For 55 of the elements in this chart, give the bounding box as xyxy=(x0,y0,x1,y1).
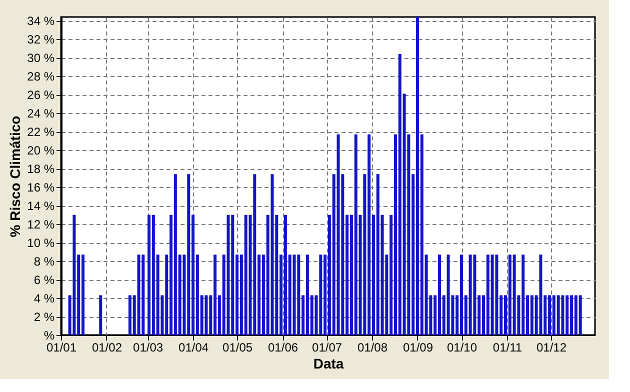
bar xyxy=(512,254,516,335)
y-tick-label: 14 % xyxy=(27,199,55,214)
y-tick-label: 26 % xyxy=(27,88,55,102)
bar xyxy=(72,214,76,335)
y-tick-label: 12 % xyxy=(27,218,55,232)
bar xyxy=(473,254,476,335)
bar xyxy=(561,295,564,335)
bar xyxy=(137,254,140,335)
bar xyxy=(99,295,102,335)
x-tick-label: 01/07 xyxy=(312,340,342,354)
x-tick-label: 01/01 xyxy=(46,340,77,354)
x-tick-label: 01/05 xyxy=(222,340,253,354)
bar xyxy=(336,134,340,335)
x-tick-label: 01/10 xyxy=(446,340,478,354)
bar xyxy=(292,254,296,335)
bar xyxy=(270,174,274,335)
bar xyxy=(578,295,582,335)
y-tick-label: 18 % xyxy=(27,162,55,176)
y-tick-label: 20 % xyxy=(27,144,55,158)
bar xyxy=(490,254,494,335)
bar xyxy=(468,254,472,335)
x-tick-label: 01/06 xyxy=(268,340,298,354)
y-tick-label: 16 % xyxy=(27,180,55,195)
y-axis-title: % Risco Climático xyxy=(7,116,24,238)
bar xyxy=(142,254,145,335)
bar xyxy=(539,254,542,335)
bar xyxy=(556,295,560,335)
bar xyxy=(297,254,300,335)
y-tick-label: 4 % xyxy=(34,292,55,306)
y-tick-label: 24 % xyxy=(27,106,55,121)
y-tick-label: 32 % xyxy=(27,32,55,47)
x-axis-title: Data xyxy=(313,356,344,372)
x-tick-label: 01/09 xyxy=(402,340,434,354)
bar xyxy=(204,295,208,335)
y-tick-label: 2 % xyxy=(34,310,55,324)
bar xyxy=(148,214,151,335)
bar xyxy=(244,214,248,335)
x-tick-label: 01/08 xyxy=(357,340,388,354)
x-tick-label: 01/12 xyxy=(536,340,567,354)
y-tick-label: 28 % xyxy=(27,70,55,84)
x-tick-label: 01/03 xyxy=(133,340,164,354)
y-tick-label: 10 % xyxy=(27,236,55,250)
y-tick-label: % xyxy=(44,328,55,342)
y-tick-label: 8 % xyxy=(34,254,55,269)
x-tick-label: 01/11 xyxy=(492,340,522,354)
bar xyxy=(446,254,450,335)
bar xyxy=(226,214,230,335)
y-tick-label: 22 % xyxy=(27,125,55,140)
y-tick-label: 30 % xyxy=(27,51,55,66)
bar xyxy=(319,254,322,335)
y-tick-label: 6 % xyxy=(34,273,55,288)
y-tick-label: 34 % xyxy=(27,14,55,28)
x-tick-label: 01/02 xyxy=(92,340,122,354)
x-tick-label: 01/04 xyxy=(178,340,209,354)
bar xyxy=(495,254,498,335)
